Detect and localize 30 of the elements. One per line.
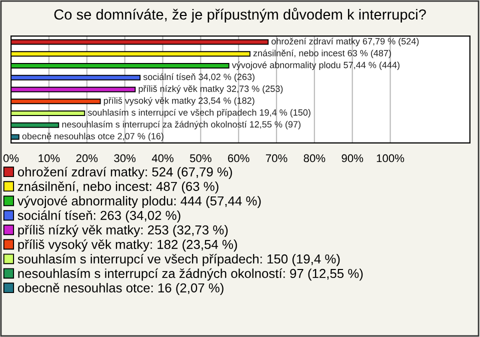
legend-label: příliš nízký věk matky: 253 (32,73 %): [18, 224, 228, 238]
x-tick-label: 80%: [304, 154, 326, 162]
data-label: příliš vysoký věk matky 23,54 % (182): [104, 97, 254, 106]
data-label: nesouhlasím s interrupcí za žádných okolností 12,55 % (97): [62, 120, 300, 130]
x-tick-label: 70%: [266, 154, 288, 162]
x-tick-label: 60%: [228, 154, 250, 162]
data-label: příliš nízký věk matky 32,73 % (253): [138, 85, 283, 94]
x-tick-label: 30%: [114, 154, 136, 162]
chart-title: Co se domníváte, že je přípustným důvodem k interrupci?: [54, 8, 426, 23]
x-tick-label: 50%: [190, 154, 212, 162]
legend-label: souhlasím s interrupcí ve všech případech: 150 (19,4 %): [18, 254, 340, 266]
legend-label: obecně nesouhlas otce: 16 (2,07 %): [18, 282, 224, 296]
legend-label: sociální tíseň: 263 (34,02 %): [18, 210, 180, 223]
data-label: vývojové abnormality plodu 57,44 % (444): [232, 61, 400, 70]
x-tick-label: 20%: [76, 154, 98, 162]
data-label: znásilnění, nebo incest 63 % (487): [253, 50, 391, 58]
x-tick-label: 100%: [376, 154, 404, 162]
legend-label: nesouhlasím s interrupcí za žádných okolností: 97 (12,55 %): [18, 268, 363, 281]
x-tick-label: 90%: [342, 154, 364, 162]
data-label: ohrožení zdraví matky 67,79 % (524): [272, 38, 419, 46]
legend-label: znásilnění, nebo incest: 487 (63 %): [18, 181, 218, 194]
data-label: sociální tíseň 34,02 % (263): [143, 73, 254, 82]
data-label: obecně nesouhlas otce 2,07 % (16): [22, 132, 164, 142]
data-label: souhlasím s interrupcí ve všech případech 19,4 % (150): [88, 108, 310, 118]
x-tick-label: 0%: [3, 154, 19, 162]
legend-label: příliš vysoký věk matky: 182 (23,54 %): [18, 239, 237, 252]
legend-label: ohrožení zdraví matky: 524 (67,79 %): [18, 166, 232, 180]
x-tick-label: 40%: [152, 154, 174, 162]
legend-label: vývojové abnormality plodu: 444 (57,44 %): [17, 196, 261, 208]
x-tick-label: 10%: [38, 154, 60, 162]
